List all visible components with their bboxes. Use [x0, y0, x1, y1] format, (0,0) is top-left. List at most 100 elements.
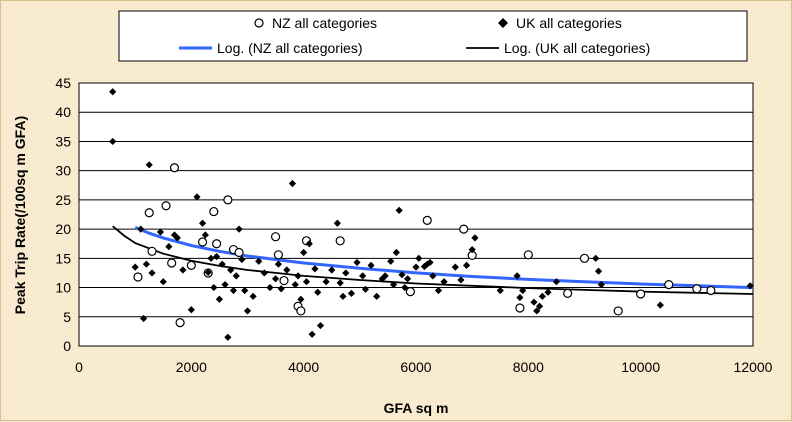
uk-data-point: [235, 225, 243, 233]
uk-data-point: [401, 283, 409, 292]
nz-data-point: [223, 195, 233, 205]
uk-data-point: [109, 137, 117, 146]
legend-uk-marker: [498, 18, 508, 28]
uk-data-point: [227, 266, 235, 274]
nz-data-point: [563, 288, 573, 298]
uk-data-point: [210, 283, 218, 292]
x-tick-label: 6000: [400, 359, 431, 375]
nz-data-point: [133, 272, 143, 282]
nz-data-point: [167, 258, 177, 268]
nz-data-point: [209, 206, 219, 217]
uk-data-point: [594, 267, 603, 275]
legend-nz-marker: [254, 18, 264, 28]
uk-data-point: [165, 243, 173, 251]
uk-data-point: [471, 234, 479, 242]
x-tick-label: 12000: [734, 359, 773, 375]
uk-data-point: [316, 321, 325, 330]
y-tick-label: 35: [55, 133, 71, 149]
uk-data-point: [457, 276, 465, 284]
uk-data-point: [552, 278, 561, 286]
uk-data-point: [243, 307, 252, 315]
uk-data-point: [109, 88, 117, 96]
uk-data-point: [403, 275, 412, 283]
uk-data-point: [412, 263, 420, 271]
uk-data-point: [347, 289, 356, 297]
x-axis-title: GFA sq m: [384, 400, 449, 416]
x-tick-label: 4000: [288, 359, 319, 375]
uk-data-point: [198, 219, 207, 227]
nz-data-point: [296, 306, 306, 316]
uk-data-point: [415, 254, 423, 262]
nz-data-point: [523, 250, 533, 260]
uk-data-point: [131, 263, 139, 271]
uk-data-point: [367, 261, 375, 269]
plot-area: [78, 82, 754, 347]
nz-data-point: [234, 247, 244, 258]
uk-data-point: [294, 272, 302, 280]
nz-data-point: [422, 215, 432, 225]
uk-data-point: [305, 240, 313, 248]
legend-nz-label: NZ all categories: [272, 15, 377, 31]
nz-data-point: [613, 306, 623, 316]
uk-data-point: [291, 281, 299, 289]
nz-data-point: [692, 284, 702, 294]
y-tick-label: 0: [63, 338, 71, 354]
y-tick-label: 5: [63, 309, 71, 325]
uk-data-point: [266, 283, 274, 292]
y-axis-title: Peak Trip Rate(/100sq m GFA): [12, 116, 28, 314]
uk-data-point: [300, 248, 308, 257]
uk-data-point: [746, 282, 754, 290]
uk-data-point: [173, 234, 181, 242]
uk-data-point: [314, 288, 322, 296]
nz-data-point: [270, 232, 281, 242]
uk-data-point: [207, 254, 215, 262]
uk-data-point: [241, 286, 249, 295]
nz-data-point: [161, 201, 171, 211]
uk-data-point: [378, 275, 386, 283]
uk-data-point: [468, 245, 476, 254]
uk-data-point: [353, 258, 361, 267]
nz-data-point: [186, 260, 196, 270]
uk-data-point: [426, 258, 434, 267]
nz-data-point: [459, 224, 469, 234]
y-tick-label: 25: [55, 192, 71, 208]
x-tick-label: 0: [75, 359, 83, 375]
uk-data-point: [533, 307, 541, 315]
y-tick-label: 20: [55, 221, 71, 237]
nz-data-point: [664, 280, 674, 290]
uk-data-point: [260, 269, 268, 277]
uk-data-point: [274, 260, 282, 268]
nz-data-point: [144, 208, 154, 218]
uk-data-point: [387, 257, 395, 265]
uk-data-point: [193, 193, 201, 201]
uk-data-point: [462, 261, 471, 269]
uk-data-point: [429, 272, 437, 280]
x-tick-labels: 0 2000 4000 6000 8000 10000 12000: [75, 359, 773, 375]
uk-data-point: [592, 254, 600, 262]
uk-data-point: [297, 295, 305, 303]
uk-data-point: [451, 263, 459, 271]
uk-data-point: [496, 286, 504, 295]
nz-data-point: [175, 318, 185, 328]
uk-data-point: [333, 219, 341, 227]
uk-data-point: [249, 292, 257, 300]
nz-data-point: [197, 237, 208, 247]
uk-data-point: [395, 206, 403, 215]
uk-data-point: [339, 292, 347, 300]
legend: NZ all categories UK all categories Log.…: [118, 10, 748, 62]
uk-data-point: [434, 286, 443, 295]
uk-data-point: [302, 278, 311, 286]
uk-data-point: [519, 286, 527, 295]
y-tick-label: 45: [55, 75, 71, 91]
uk-data-point: [530, 298, 538, 306]
uk-data-point: [255, 257, 263, 265]
uk-data-point: [381, 272, 389, 280]
y-tick-label: 40: [55, 104, 71, 120]
uk-data-point: [336, 279, 344, 287]
uk-data-point: [145, 161, 153, 169]
uk-data-point: [513, 272, 521, 280]
nz-data-point: [636, 289, 646, 299]
legend-uk-trend-label: Log. (UK all categories): [504, 40, 650, 56]
